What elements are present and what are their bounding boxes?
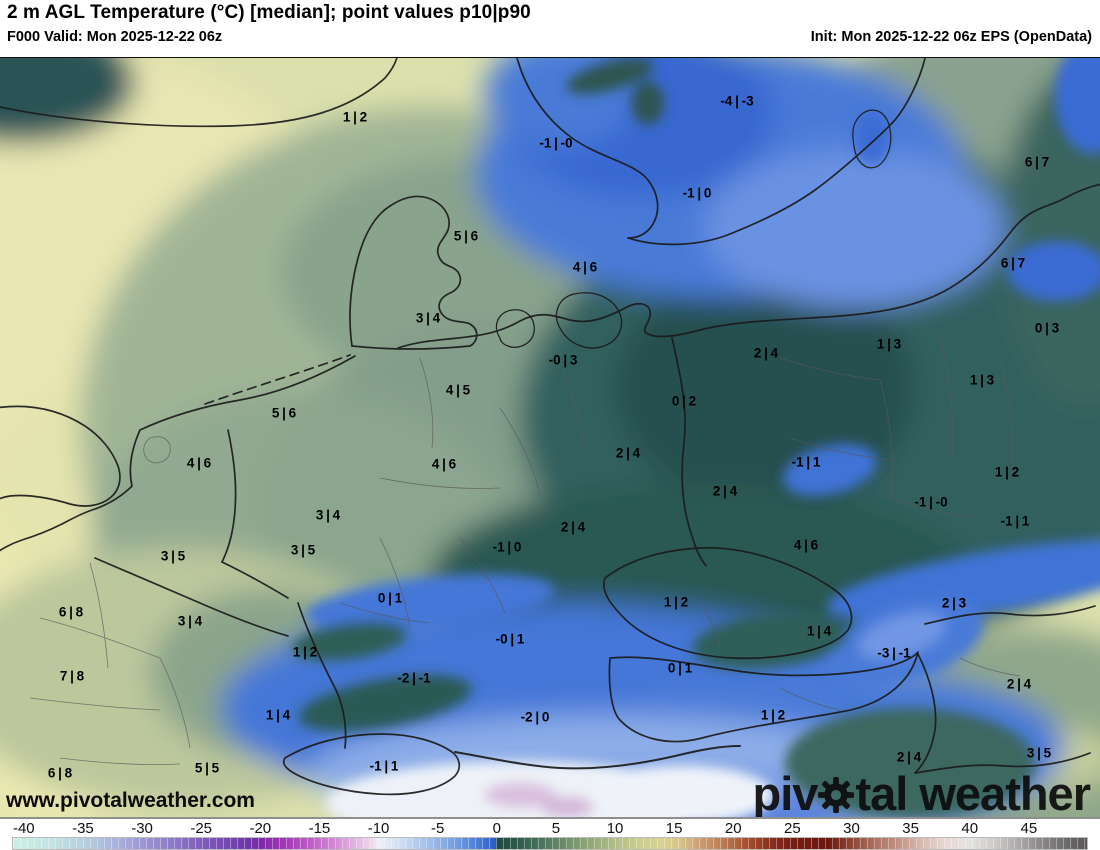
colorbar-tick: 25 bbox=[784, 820, 801, 837]
colorbar-tick: -30 bbox=[131, 820, 153, 837]
colorbar-tick: 0 bbox=[492, 820, 501, 837]
colorbar-tick: 10 bbox=[606, 820, 624, 837]
colorbar-tick: 40 bbox=[961, 820, 979, 837]
colorbar-ticks: -40 -35 -30 -25 -20 -15 -10 -5 0 5 10 15 20 25 30 35 40 4… bbox=[0, 819, 1100, 837]
colorbar-tick: 15 bbox=[665, 820, 683, 837]
colorbar-tick: -25 bbox=[190, 820, 213, 837]
brand-watermark: piv tal weather bbox=[752, 767, 1091, 820]
colorbar-tick: -20 bbox=[249, 820, 272, 837]
gear-icon bbox=[818, 773, 855, 820]
temperature-map[interactable] bbox=[0, 57, 1100, 817]
colorbar-tick: -15 bbox=[308, 820, 331, 837]
colorbar-strip: -40 -35 -30 -25 -20 -15 -10 -5 0 5 10 15 20 25 30 35 40 4… bbox=[0, 817, 1100, 850]
brand-prefix: piv bbox=[752, 767, 819, 820]
site-url-watermark: www.pivotalweather.com bbox=[6, 789, 255, 812]
colorbar-cell-lines bbox=[13, 838, 1087, 849]
init-time-label: Init: Mon 2025-12-22 06z EPS (OpenData) bbox=[810, 29, 1092, 45]
colorbar-tick: -10 bbox=[367, 820, 390, 837]
colorbar-tick: 35 bbox=[902, 820, 919, 837]
colorbar-tick: 5 bbox=[551, 820, 561, 837]
colorbar-tick: 30 bbox=[843, 820, 860, 837]
colorbar-gradient bbox=[12, 837, 1088, 850]
colorbar-tick: -5 bbox=[430, 820, 445, 837]
brand-suffix: tal weather bbox=[855, 767, 1091, 820]
valid-time-label: F000 Valid: Mon 2025-12-22 06z bbox=[7, 29, 223, 45]
colorbar-tick: -35 bbox=[72, 820, 94, 837]
map-title: 2 m AGL Temperature (°C) [median]; point… bbox=[7, 2, 531, 23]
colorbar-tick: -40 bbox=[12, 820, 35, 837]
temperature-field-canvas bbox=[0, 58, 1100, 817]
colorbar-tick: 45 bbox=[1020, 820, 1038, 837]
colorbar-tick: 20 bbox=[724, 820, 742, 837]
map-header: 2 m AGL Temperature (°C) [median]; point… bbox=[0, 0, 1100, 57]
